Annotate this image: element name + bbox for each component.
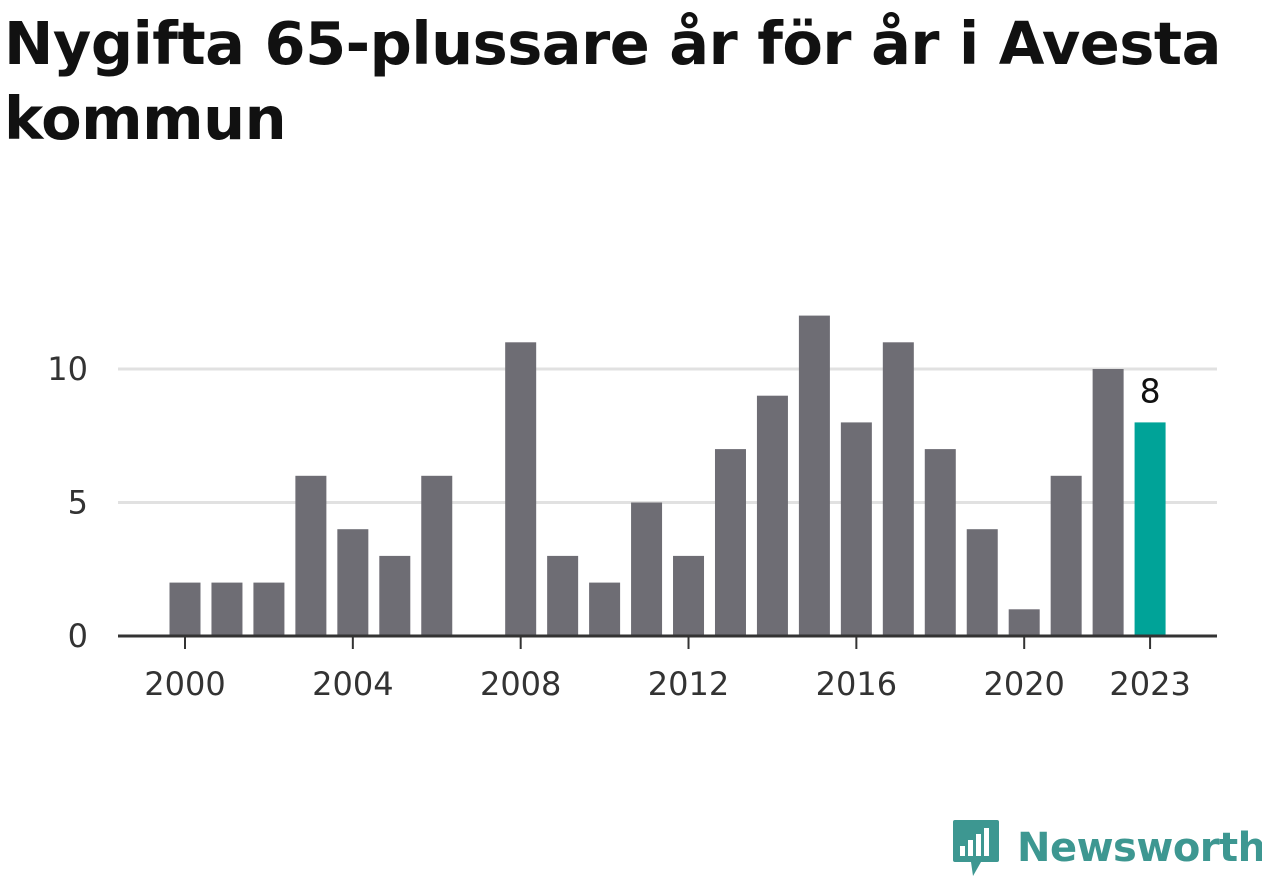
bar-2019 xyxy=(966,529,998,636)
bar-2012 xyxy=(673,555,705,636)
bar-2000 xyxy=(169,582,201,636)
x-tick-label: 2000 xyxy=(144,665,225,703)
bar-2023 xyxy=(1134,422,1166,636)
bar-2021 xyxy=(1050,475,1082,636)
bar-2011 xyxy=(631,502,663,636)
x-tick-label: 2016 xyxy=(816,665,897,703)
brand-logo: Newsworthy xyxy=(951,818,1262,878)
bar-2014 xyxy=(756,395,788,636)
x-tick-label: 2008 xyxy=(480,665,561,703)
bar-2010 xyxy=(589,582,621,636)
bar-2013 xyxy=(714,449,746,636)
bar-2016 xyxy=(840,422,872,636)
bar-2002 xyxy=(253,582,285,636)
y-tick-label: 5 xyxy=(68,484,88,522)
bar-2017 xyxy=(882,342,914,636)
bar-2009 xyxy=(547,555,579,636)
x-axis xyxy=(118,634,1217,649)
bars xyxy=(169,315,1166,636)
data-label-2023: 8 xyxy=(1140,371,1161,410)
x-tick-label: 2004 xyxy=(312,665,393,703)
bar-2008 xyxy=(505,342,537,636)
y-tick-label: 10 xyxy=(47,350,88,388)
bar-2004 xyxy=(337,529,369,636)
bar-chart-speech-bubble-icon xyxy=(953,820,999,876)
x-tick-label: 2023 xyxy=(1109,665,1190,703)
bar-2001 xyxy=(211,582,243,636)
x-tick-label: 2020 xyxy=(983,665,1064,703)
bar-2020 xyxy=(1008,609,1040,636)
bar-2006 xyxy=(421,475,453,636)
bar-2018 xyxy=(924,449,956,636)
bar-2022 xyxy=(1092,369,1124,636)
bar-2003 xyxy=(295,475,327,636)
chart-title: Nygifta 65-plussare år för år i Avesta k… xyxy=(4,9,1221,153)
brand-name: Newsworthy xyxy=(1017,825,1262,871)
bar-2015 xyxy=(798,315,830,636)
x-tick-label: 2012 xyxy=(648,665,729,703)
labels: 0 5 10 2000 2004 2008 2012 2016 2020 2023 8 xyxy=(47,350,1191,703)
y-tick-label: 0 xyxy=(68,617,88,655)
bar-2005 xyxy=(379,555,411,636)
